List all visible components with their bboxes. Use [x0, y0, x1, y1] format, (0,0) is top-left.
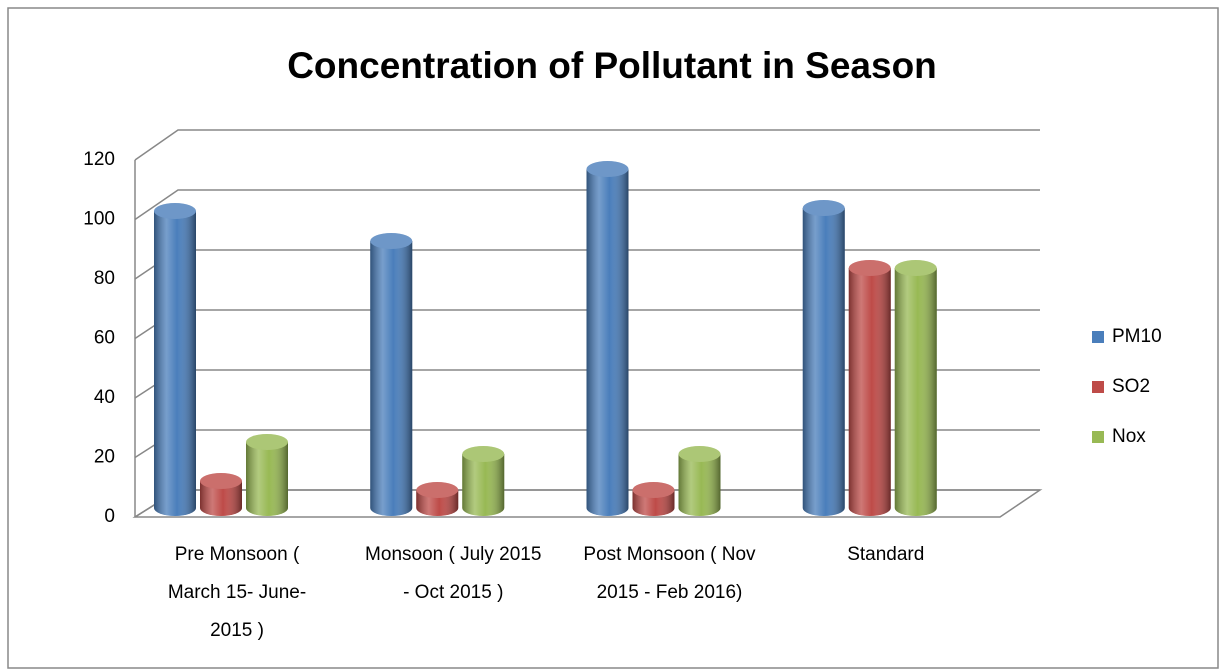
bar-shade [678, 454, 721, 516]
bar-shade [848, 268, 891, 516]
bar [678, 446, 721, 516]
bar-top [246, 434, 288, 450]
y-tick-label: 120 [83, 149, 115, 170]
legend-label: PM10 [1112, 326, 1162, 347]
legend-swatch [1092, 381, 1104, 393]
chart-title: Concentration of Pollutant in Season [287, 45, 937, 86]
x-tick-label: Standard [847, 544, 925, 565]
bar-top [154, 203, 196, 219]
bar-top-highlight [586, 161, 629, 177]
bar-top [462, 446, 505, 462]
bar [200, 473, 242, 516]
x-tick-label: Monsoon ( July 2015 - Oct 2015 ) [365, 544, 542, 603]
bar-top-highlight [246, 434, 288, 450]
legend-swatch [1092, 431, 1104, 443]
grid-line [134, 189, 1040, 221]
bar [586, 161, 629, 516]
bar-top [200, 473, 242, 489]
bar-shade [462, 454, 505, 516]
bar [632, 482, 675, 516]
bar [246, 434, 288, 516]
bar-shade [246, 442, 288, 516]
y-tick-label: 40 [94, 387, 115, 408]
bar-shade [802, 208, 845, 516]
y-tick-label: 100 [83, 209, 115, 230]
bar [802, 200, 845, 516]
bar-top-highlight [200, 473, 242, 489]
bar-shade [154, 211, 196, 516]
bar [894, 260, 937, 516]
bar [462, 446, 505, 516]
bar-top [848, 260, 891, 276]
bar-top-highlight [894, 260, 937, 276]
y-tick-label: 0 [104, 506, 115, 527]
plot-area: 0 20 40 60 80 100 120 PM10 SO2 Nox [83, 129, 1162, 527]
bar [154, 203, 196, 516]
bar [370, 233, 413, 516]
bar-top-highlight [370, 233, 413, 249]
bar-top-highlight [802, 200, 845, 216]
bar-top [802, 200, 845, 216]
legend-label: Nox [1112, 426, 1146, 447]
bar-top [416, 482, 459, 498]
bar-top-highlight [154, 203, 196, 219]
bar-top [632, 482, 675, 498]
bar-shade [370, 241, 413, 516]
y-tick-label: 20 [94, 447, 115, 468]
y-tick-label: 80 [94, 268, 115, 289]
bar-top [370, 233, 413, 249]
bar-shade [200, 481, 242, 516]
bar-top [586, 161, 629, 177]
bar-top [678, 446, 721, 462]
bar [416, 482, 459, 516]
bar-top-highlight [678, 446, 721, 462]
bar-top-highlight [462, 446, 505, 462]
grid-line [134, 129, 1040, 161]
legend-swatch [1092, 331, 1104, 343]
bar [848, 260, 891, 516]
bar-shade [894, 268, 937, 516]
bar-top-highlight [416, 482, 459, 498]
bar-top-highlight [848, 260, 891, 276]
x-tick-label: Post Monsoon ( Nov 2015 - Feb 2016) [583, 544, 756, 603]
bar-top-highlight [632, 482, 675, 498]
x-tick-label: Pre Monsoon ( March 15- June- 2015 ) [167, 544, 307, 641]
y-tick-label: 60 [94, 328, 115, 349]
legend-label: SO2 [1112, 376, 1150, 397]
bar-shade [586, 169, 629, 516]
bar-top [894, 260, 937, 276]
